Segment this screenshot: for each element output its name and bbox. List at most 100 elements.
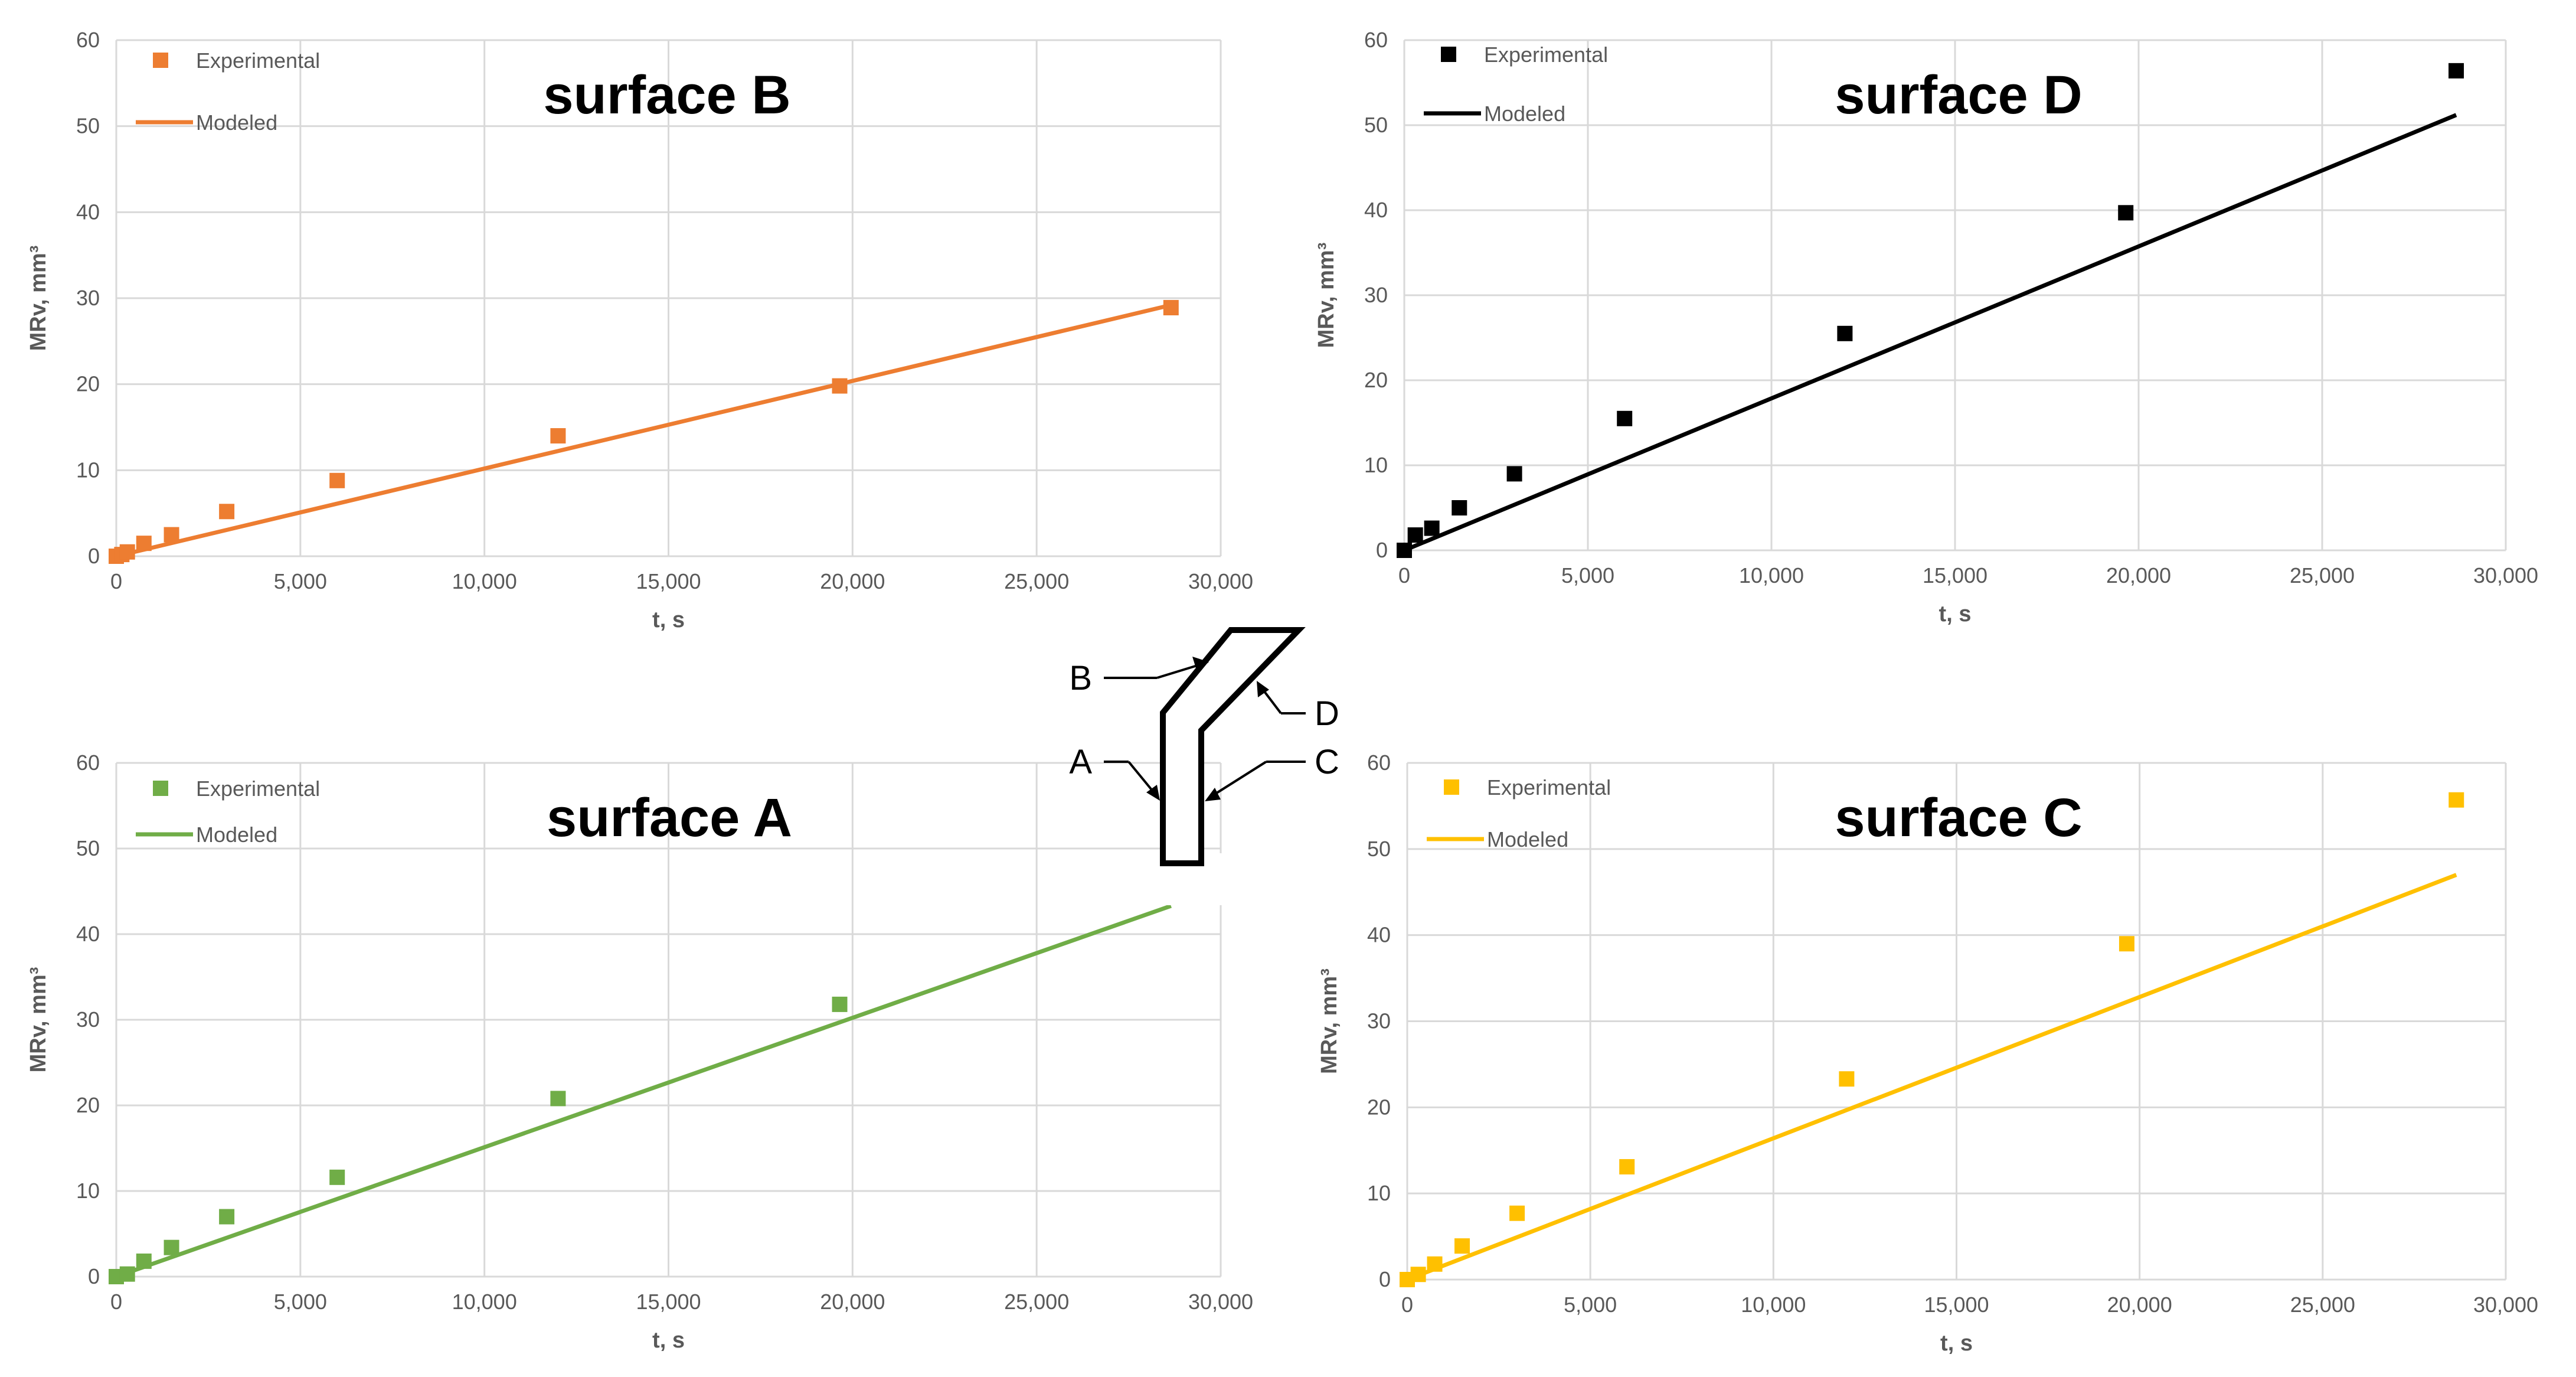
chart-title: surface A [547, 788, 792, 848]
legend-label-modeled: Modeled [196, 823, 277, 847]
x-tick-label: 5,000 [1564, 1293, 1617, 1317]
experimental-data-point [1410, 1267, 1426, 1283]
x-tick-label: 20,000 [820, 1290, 885, 1314]
experimental-data-point [119, 1266, 135, 1282]
legend: Experimental Modeled [136, 48, 320, 135]
x-tick-label: 25,000 [2290, 1293, 2355, 1317]
y-tick-label: 50 [1364, 113, 1388, 137]
legend-label-experimental: Experimental [196, 48, 320, 73]
legend-marker-experimental [153, 781, 168, 796]
experimental-data-point [1837, 325, 1853, 341]
surface-b-callout: B [1069, 657, 1209, 697]
experimental-data-point [2119, 936, 2134, 952]
surface-d-callout: D [1257, 681, 1339, 733]
y-axis-title: MRv, mm³ [26, 246, 51, 351]
x-tick-label: 5,000 [1561, 563, 1614, 588]
y-tick-label: 40 [1367, 923, 1391, 947]
x-tick-label: 25,000 [1004, 569, 1069, 593]
y-tick-label: 30 [76, 1007, 100, 1032]
x-tick-label: 20,000 [820, 569, 885, 593]
y-tick-label: 40 [76, 200, 100, 224]
y-axis-title: MRv, mm³ [26, 967, 51, 1073]
experimental-data-point [164, 1239, 179, 1255]
modeled-series-line [1406, 873, 2457, 1282]
y-tick-label: 40 [1364, 198, 1388, 222]
x-tick-label: 20,000 [2106, 563, 2171, 588]
experimental-data-point [1427, 1256, 1443, 1272]
x-tick-label: 10,000 [1739, 563, 1804, 588]
legend-label-experimental: Experimental [1487, 775, 1611, 800]
x-tick-label: 0 [110, 1290, 122, 1314]
x-tick-label: 30,000 [2473, 1293, 2538, 1317]
y-tick-label: 0 [1376, 538, 1388, 562]
chart-title: surface D [1835, 65, 2082, 125]
surface-c-arrow-line [1209, 761, 1267, 798]
x-tick-label: 10,000 [1741, 1293, 1806, 1317]
x-axis-title: t, s [652, 608, 685, 632]
experimental-data-point [1509, 1205, 1525, 1221]
x-axis-title: t, s [1939, 602, 1972, 626]
experimental-data-point [1424, 520, 1440, 536]
chart-surface-c: 0 10 20 30 40 50 60 0 5,000 10,000 15,000 20,000 25,… [1317, 751, 2538, 1356]
experimental-data-point [2118, 205, 2134, 221]
legend-label-modeled: Modeled [1487, 827, 1568, 851]
experimental-data-point [1397, 543, 1412, 558]
surface-c-arrowhead [1205, 788, 1221, 801]
chart-title: surface C [1835, 788, 2082, 848]
bracket-diagram: B D A C [1069, 627, 1339, 866]
surface-c-callout: C [1205, 743, 1339, 801]
modeled-series-line [116, 303, 1172, 559]
y-tick-label: 30 [1367, 1009, 1391, 1033]
y-tick-label: 20 [1364, 368, 1388, 392]
y-tick-label: 20 [1367, 1095, 1391, 1119]
y-tick-label: 10 [1364, 453, 1388, 477]
bracket-outline [1160, 627, 1306, 866]
surface-d-arrowhead [1257, 681, 1269, 697]
surface-a-callout: A [1069, 743, 1160, 801]
legend: Experimental Modeled [1424, 43, 1608, 126]
legend-marker-experimental [1444, 779, 1459, 795]
chart-title: surface B [543, 65, 790, 125]
diagram-label-d: D [1315, 694, 1339, 733]
x-tick-label: 5,000 [274, 1290, 327, 1314]
x-tick-label: 15,000 [636, 569, 701, 593]
y-tick-label: 10 [76, 458, 100, 482]
y-tick-label: 30 [1364, 283, 1388, 307]
chart-surface-d: 0 10 20 30 40 50 60 0 5,000 10,000 15,000 20,000 25,… [1314, 28, 2538, 626]
diagram-backdrop [1060, 853, 1248, 905]
charts-layer: 0 10 20 30 40 50 60 0 5,000 10,000 15,000 20,000 25,… [26, 28, 2538, 1356]
diagram-label-b: B [1069, 659, 1092, 697]
x-tick-label: 0 [1398, 563, 1410, 588]
surface-b-arrowhead [1192, 657, 1209, 672]
experimental-data-point [329, 472, 345, 488]
x-tick-label: 15,000 [636, 1290, 701, 1314]
experimental-data-point [550, 428, 566, 444]
experimental-data-point [164, 527, 179, 543]
experimental-data-point [329, 1169, 345, 1185]
experimental-data-point [219, 504, 235, 520]
y-axis-title: MRv, mm³ [1314, 243, 1339, 348]
y-tick-label: 30 [76, 286, 100, 310]
x-axis-title: t, s [1940, 1331, 1973, 1356]
y-tick-label: 60 [76, 751, 100, 775]
x-tick-label: 10,000 [452, 569, 517, 593]
y-tick-label: 10 [1367, 1181, 1391, 1205]
experimental-data-point [1619, 1159, 1635, 1174]
experimental-data-point [832, 378, 848, 394]
y-tick-label: 0 [88, 544, 100, 568]
legend-label-experimental: Experimental [196, 776, 320, 801]
y-tick-label: 10 [76, 1179, 100, 1203]
y-tick-label: 60 [76, 28, 100, 52]
x-axis-title: t, s [652, 1328, 685, 1353]
x-tick-label: 25,000 [1004, 1290, 1069, 1314]
experimental-data-point [1617, 410, 1633, 426]
experimental-data-point [119, 544, 135, 560]
modeled-series-line [115, 903, 1172, 1279]
experimental-data-point [832, 996, 848, 1012]
x-tick-label: 15,000 [1923, 563, 1987, 588]
x-tick-label: 30,000 [1188, 1290, 1253, 1314]
legend-marker-experimental [1441, 47, 1456, 62]
diagram-label-a: A [1069, 743, 1092, 781]
y-tick-label: 50 [1367, 837, 1391, 861]
